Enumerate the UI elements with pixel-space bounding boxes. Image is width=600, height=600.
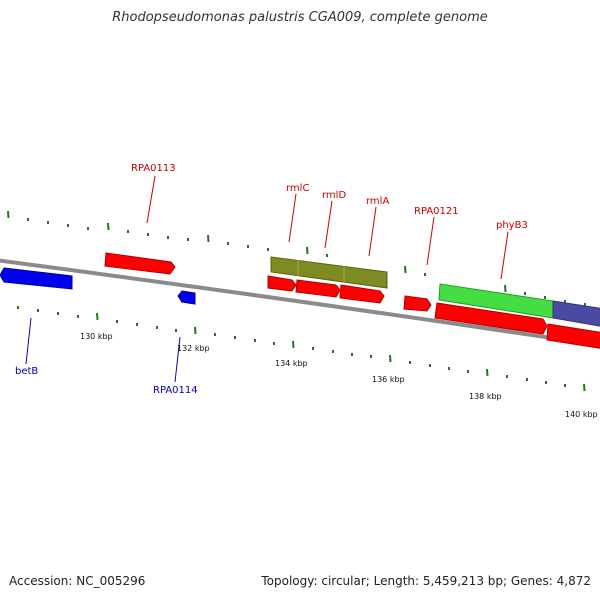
scale-label-134: 134 kbp: [275, 359, 308, 368]
leader-betb: [25, 317, 32, 365]
reverse-label-leaders: [25, 317, 181, 383]
scale-label-136: 136 kbp: [372, 375, 405, 384]
forward-label-leaders: [146, 175, 509, 280]
gene-rmlc[interactable]: [267, 275, 297, 292]
label-rmla[interactable]: rmlA: [366, 196, 389, 207]
tick-major: [306, 246, 309, 255]
leader-rpa0121: [426, 216, 435, 266]
map-title: Rhodopseudomonas palustris CGA009, compl…: [112, 10, 488, 25]
lower-tick-row: [17, 306, 586, 392]
label-rpa0114[interactable]: RPA0114: [153, 385, 198, 396]
genome-backbone: [0, 258, 600, 348]
tick-major: [404, 265, 407, 274]
leader-rmld: [324, 200, 333, 249]
gene-adjacent-forward[interactable]: [546, 323, 600, 349]
scale-label-140: 140 kbp: [565, 410, 598, 419]
reverse-gene-labels: betB RPA0114: [15, 366, 198, 396]
scale-labels: 130 kbp 132 kbp 134 kbp 136 kbp 138 kbp …: [80, 332, 598, 419]
gene-rpa0113[interactable]: [104, 252, 176, 275]
label-betb[interactable]: betB: [15, 366, 38, 377]
gene-phyb3[interactable]: [434, 302, 548, 335]
operon-adjacent[interactable]: [552, 300, 600, 327]
scale-label-132: 132 kbp: [177, 344, 210, 353]
label-rmlc[interactable]: rmlC: [286, 183, 309, 194]
leader-rpa0114: [174, 336, 181, 383]
leader-rmla: [368, 206, 377, 257]
scale-label-130: 130 kbp: [80, 332, 113, 341]
tick-major: [583, 383, 586, 392]
gene-rpa0121[interactable]: [403, 295, 432, 312]
tick-major: [292, 340, 295, 349]
tick-major: [486, 368, 489, 377]
tick-major: [207, 234, 210, 243]
leader-phyb3: [500, 231, 509, 280]
scale-label-138: 138 kbp: [469, 392, 502, 401]
tick-major: [7, 210, 10, 219]
accession-text: Accession: NC_005296: [9, 574, 146, 588]
tick-major: [194, 326, 197, 335]
tick-major: [107, 222, 110, 231]
leader-rpa0113: [146, 175, 156, 224]
operon-rml[interactable]: [270, 256, 388, 289]
gene-betb[interactable]: [0, 267, 73, 290]
tick-major: [96, 312, 99, 321]
label-phyb3[interactable]: phyB3: [496, 220, 528, 231]
genome-summary: Topology: circular; Length: 5,459,213 bp…: [261, 574, 591, 588]
leader-rmlc: [288, 193, 297, 243]
forward-gene-labels: RPA0113 rmlC rmlD rmlA RPA0121 phyB3: [131, 163, 528, 231]
gene-rpa0114[interactable]: [177, 290, 196, 305]
tick-major: [504, 284, 507, 293]
label-rpa0113[interactable]: RPA0113: [131, 163, 176, 174]
tick-major: [389, 354, 392, 363]
gene-rmla[interactable]: [339, 284, 385, 304]
gene-rmld[interactable]: [295, 279, 341, 298]
label-rpa0121[interactable]: RPA0121: [414, 206, 459, 217]
label-rmld[interactable]: rmlD: [322, 190, 346, 201]
